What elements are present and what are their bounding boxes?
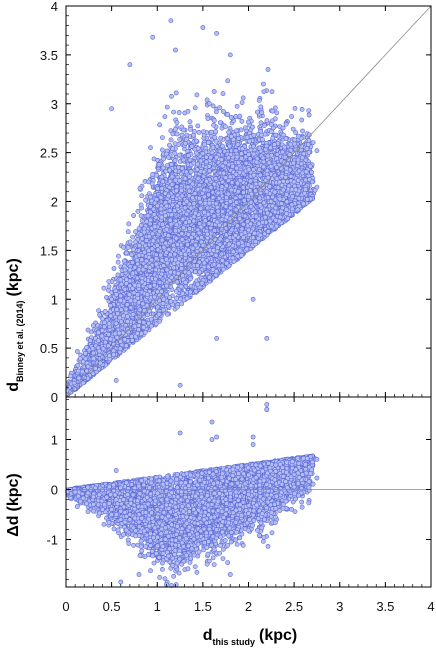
top-data-point: [169, 93, 174, 99]
top-data-point: [234, 104, 240, 109]
top-data-point: [191, 132, 196, 138]
top-data-point: [148, 145, 153, 151]
top-data-point: [164, 311, 170, 317]
top-data-point: [121, 244, 126, 250]
top-data-point: [220, 91, 226, 97]
top-data-point: [272, 116, 278, 122]
top-data-point: [217, 105, 223, 111]
top-panel: 00.511.522.533.54 dBinney et al. (2014)(…: [5, 0, 432, 405]
top-data-point: [179, 301, 185, 307]
top-data-point: [125, 229, 131, 235]
top-data-point: [111, 266, 117, 271]
top-data-point: [213, 128, 219, 134]
top-data-point: [211, 89, 217, 94]
top-data-point: [164, 104, 170, 110]
top-data-point: [235, 142, 241, 147]
top-data-point: [195, 123, 201, 129]
top-data-point: [212, 134, 218, 140]
top-data-point: [192, 105, 198, 111]
top-data-point: [139, 193, 145, 199]
top-data-point: [191, 128, 197, 134]
top-data-point: [289, 114, 294, 119]
top-data-point: [314, 148, 320, 154]
top-data-point: [240, 95, 246, 101]
top-data-point: [75, 362, 81, 368]
top-scatter-points: [65, 18, 320, 397]
top-data-point: [211, 122, 216, 128]
top-data-point: [135, 208, 141, 214]
top-data-point: [116, 253, 121, 259]
top-data-point: [300, 128, 305, 134]
top-data-point: [106, 279, 112, 284]
top-data-point: [306, 108, 312, 113]
top-data-point: [172, 141, 178, 146]
top-data-point: [306, 112, 312, 118]
top-data-point: [179, 132, 185, 138]
top-data-point: [260, 81, 266, 87]
top-data-point: [157, 122, 162, 128]
top-data-point: [225, 112, 231, 117]
top-data-point: [168, 137, 174, 143]
top-data-point: [176, 110, 182, 115]
top-data-point: [131, 213, 136, 218]
top-data-point: [193, 138, 199, 144]
top-data-point: [274, 110, 280, 116]
top-data-point: [179, 124, 185, 130]
top-data-point: [239, 118, 245, 124]
top-data-point: [75, 349, 80, 354]
top-data-point: [239, 100, 245, 105]
top-data-point: [213, 109, 219, 115]
top-data-point: [173, 90, 179, 96]
